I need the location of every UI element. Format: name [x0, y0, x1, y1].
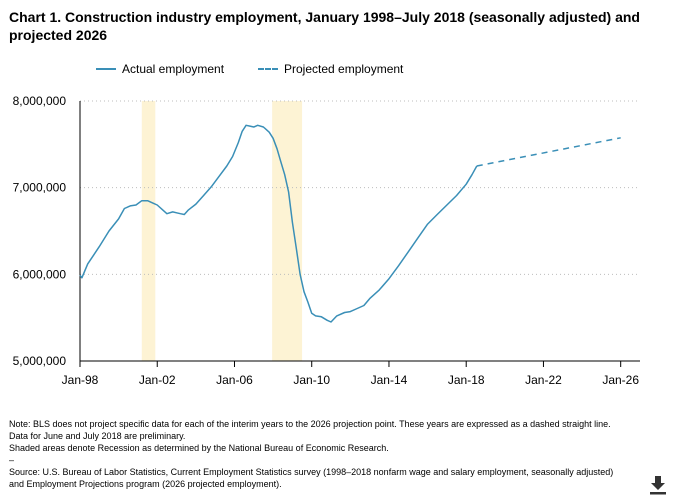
- y-tick-label: 7,000,000: [13, 181, 67, 195]
- x-tick-label: Jan-26: [602, 373, 639, 387]
- note-separator: –: [9, 455, 15, 465]
- x-tick-label: Jan-98: [62, 373, 99, 387]
- recession-band-2: [272, 101, 303, 361]
- chart-notes: Note: BLS does not project specific data…: [9, 418, 629, 490]
- y-tick-label: 8,000,000: [13, 94, 67, 108]
- projected-employment-line: [476, 137, 621, 167]
- download-icon[interactable]: [648, 474, 668, 496]
- note-text: Note: BLS does not project specific data…: [9, 419, 611, 441]
- legend-label-actual: Actual employment: [122, 62, 225, 76]
- actual-employment-line: [79, 124, 478, 323]
- source-text: Source: U.S. Bureau of Labor Statistics,…: [9, 467, 614, 489]
- x-tick-label: Jan-10: [293, 373, 330, 387]
- x-tick-label: Jan-22: [525, 373, 562, 387]
- x-tick-label: Jan-14: [371, 373, 408, 387]
- line-chart: 5,000,000 6,000,000 7,000,000 8,000,000 Jan-…: [13, 94, 640, 387]
- x-tick-label: Jan-02: [139, 373, 176, 387]
- recession-band-1: [141, 101, 156, 361]
- x-tick-label: Jan-06: [216, 373, 253, 387]
- y-tick-label: 5,000,000: [13, 354, 67, 368]
- y-tick-label: 6,000,000: [13, 267, 67, 281]
- legend-item-actual: Actual employment: [96, 62, 224, 76]
- legend-swatch-solid: [96, 68, 116, 70]
- legend-item-projected: Projected employment: [258, 62, 403, 76]
- legend-swatch-dashed: [258, 68, 278, 70]
- x-tick-label: Jan-18: [448, 373, 485, 387]
- recession-note: Shaded areas denote Recession as determi…: [9, 443, 389, 453]
- chart-title: Chart 1. Construction industry employmen…: [9, 9, 640, 43]
- legend-label-projected: Projected employment: [284, 62, 404, 76]
